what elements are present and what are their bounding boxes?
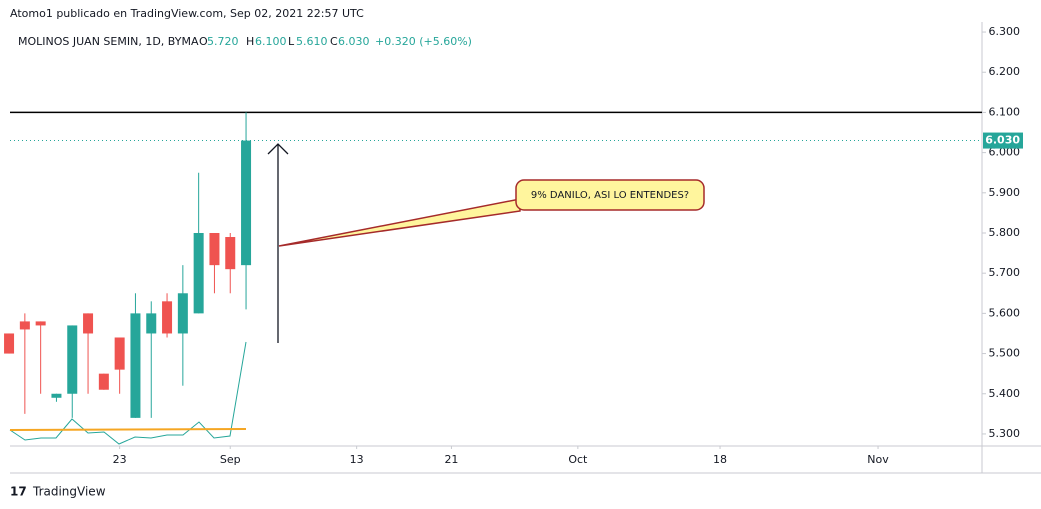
x-tick-label: Oct xyxy=(568,453,588,466)
candle-body xyxy=(162,301,173,334)
change: +0.320 (+5.60%) xyxy=(375,35,472,48)
low-value: 5.610 xyxy=(296,35,328,48)
candle-body xyxy=(98,373,109,390)
candle-body xyxy=(83,313,94,334)
y-tick-label: 6.100 xyxy=(989,105,1021,118)
candle-body xyxy=(209,232,220,266)
last-price-box xyxy=(983,132,1023,149)
candle-body xyxy=(146,313,157,334)
callout: 9% DANILO, ASI LO ENTENDES? xyxy=(278,179,705,247)
brand: TradingView xyxy=(32,485,106,499)
y-tick-label: 5.800 xyxy=(989,226,1021,239)
candle-body xyxy=(35,321,46,326)
c-label: C xyxy=(330,35,338,48)
indicator-average xyxy=(9,428,247,431)
annotation: 9% DANILO, ASI LO ENTENDES? xyxy=(531,190,689,201)
y-tick-label: 6.200 xyxy=(989,65,1021,78)
x-tick-label: Nov xyxy=(867,453,889,466)
candle-body xyxy=(177,293,188,334)
candle-body xyxy=(193,232,204,314)
y-tick-label: 5.600 xyxy=(989,306,1021,319)
y-tick-label: 5.400 xyxy=(989,387,1021,400)
y-tick-label: 5.700 xyxy=(989,266,1021,279)
close-value: 6.030 xyxy=(338,35,370,48)
high-value: 6.100 xyxy=(255,35,287,48)
candle-body xyxy=(4,333,15,354)
candle-body xyxy=(114,337,125,370)
x-tick-label: Sep xyxy=(220,453,241,466)
y-tick-label: 6.300 xyxy=(989,25,1021,38)
last-price-label: 6.030 xyxy=(985,134,1020,147)
candle-body xyxy=(67,325,78,394)
y-tick-label: 6.000 xyxy=(989,146,1021,159)
candle-body xyxy=(241,140,252,266)
x-tick-label: 13 xyxy=(350,453,364,466)
x-tick-label: 23 xyxy=(113,453,127,466)
published-note: Atomo1 publicado en TradingView.com, Sep… xyxy=(10,7,364,20)
arrow xyxy=(267,143,289,343)
o-label: O xyxy=(199,35,208,48)
brand-logo: 17 xyxy=(10,485,27,499)
h-label: H xyxy=(246,35,254,48)
y-tick-label: 5.300 xyxy=(989,427,1021,440)
legend-header: MOLINOS JUAN SEMIN, 1D, BYMA O 5.720 H 6… xyxy=(18,35,472,48)
candle-body xyxy=(130,313,141,418)
open-value: 5.720 xyxy=(207,35,239,48)
candle-body xyxy=(51,393,62,398)
x-tick-label: 18 xyxy=(713,453,727,466)
l-label: L xyxy=(288,35,295,48)
symbol: MOLINOS JUAN SEMIN, 1D, BYMA xyxy=(18,35,199,48)
y-tick-label: 5.500 xyxy=(989,347,1021,360)
y-tick-label: 5.900 xyxy=(989,186,1021,199)
x-tick-label: 21 xyxy=(444,453,458,466)
candle-body xyxy=(19,321,30,330)
candle-body xyxy=(225,237,236,270)
